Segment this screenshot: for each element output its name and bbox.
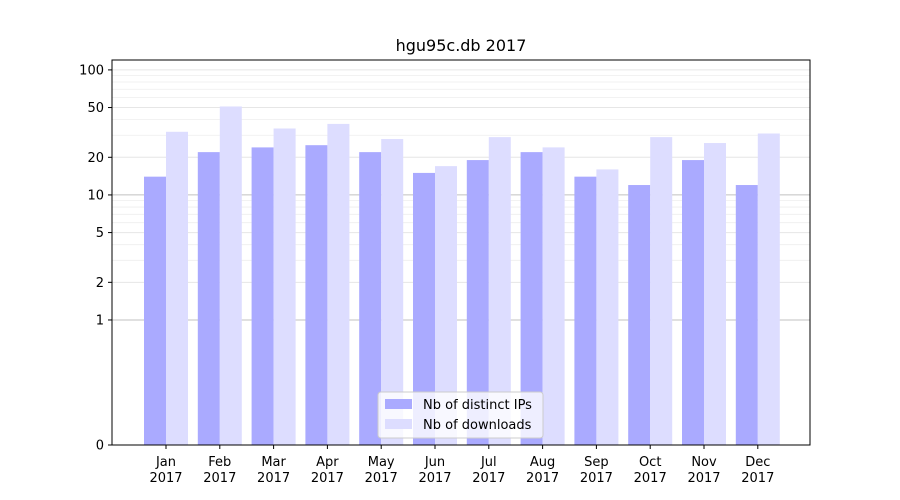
bar bbox=[305, 145, 328, 445]
x-tick-label: Aug 2017 bbox=[526, 455, 559, 486]
x-tick-label: Feb 2017 bbox=[203, 455, 236, 486]
y-axis: 0 1 2 5 10 20 50 100 bbox=[79, 63, 112, 454]
x-tick-label: Apr 2017 bbox=[311, 455, 344, 486]
bar bbox=[735, 185, 758, 445]
bar bbox=[381, 139, 404, 445]
x-tick-label: Dec 2017 bbox=[741, 455, 774, 486]
bar bbox=[197, 152, 220, 445]
bar bbox=[413, 172, 435, 445]
bar bbox=[542, 147, 565, 446]
x-tick-label: Sep 2017 bbox=[580, 455, 613, 486]
bar bbox=[144, 176, 166, 445]
bar bbox=[520, 152, 543, 445]
legend-box bbox=[377, 391, 544, 439]
y-tick-label: 20 bbox=[87, 151, 104, 166]
bar bbox=[704, 143, 726, 445]
bar bbox=[596, 169, 619, 445]
bar bbox=[166, 131, 188, 445]
y-tick-label: 50 bbox=[87, 101, 104, 116]
legend-swatch bbox=[385, 399, 412, 409]
y-tick-label: 5 bbox=[96, 226, 104, 241]
legend-label: Nb of downloads bbox=[423, 418, 532, 433]
y-tick-label: 10 bbox=[87, 188, 104, 203]
legend-label: Nb of distinct IPs bbox=[423, 398, 532, 413]
legend: Nb of distinct IPs Nb of downloads bbox=[377, 391, 544, 439]
bar bbox=[757, 133, 780, 445]
bar bbox=[273, 128, 296, 445]
chart-title: hgu95c.db 2017 bbox=[396, 36, 527, 55]
y-tick-label: 0 bbox=[96, 439, 104, 454]
x-axis: Jan 2017 Feb 2017 Mar 2017 Apr 2017 May 2017 Jun 20… bbox=[149, 445, 774, 486]
legend-swatch bbox=[385, 419, 412, 429]
x-tick-label: Mar 2017 bbox=[257, 455, 290, 486]
x-tick-label: Jul 2017 bbox=[472, 455, 505, 486]
bar bbox=[574, 176, 597, 445]
bar bbox=[466, 160, 489, 445]
bar bbox=[628, 185, 651, 445]
plot-frame bbox=[111, 59, 811, 446]
x-tick-label: Jan 2017 bbox=[149, 455, 182, 486]
bar bbox=[219, 106, 242, 445]
y-tick-label: 100 bbox=[79, 63, 104, 78]
x-tick-label: Oct 2017 bbox=[634, 455, 667, 486]
x-tick-label: May 2017 bbox=[365, 455, 398, 486]
bar bbox=[327, 123, 350, 445]
x-tick-label: Nov 2017 bbox=[687, 455, 720, 486]
bar bbox=[251, 147, 274, 446]
y-tick-label: 1 bbox=[96, 313, 104, 328]
bar bbox=[359, 152, 382, 445]
y-tick-label: 2 bbox=[96, 276, 104, 291]
x-tick-label: Jun 2017 bbox=[418, 455, 451, 486]
bars bbox=[144, 106, 780, 446]
bar bbox=[682, 160, 704, 445]
bar bbox=[488, 137, 511, 445]
bar bbox=[650, 137, 673, 445]
bar bbox=[435, 166, 457, 445]
